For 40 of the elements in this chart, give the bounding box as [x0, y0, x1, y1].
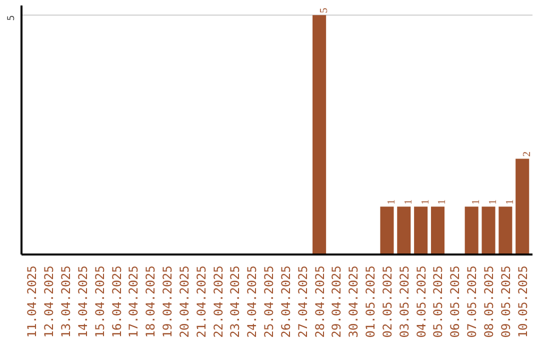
x-tick-label: 28.04.2025 — [312, 265, 327, 338]
x-tick-label: 15.04.2025 — [92, 265, 107, 338]
x-tick-label: 05.05.2025 — [431, 265, 446, 338]
x-tick-label: 20.04.2025 — [177, 265, 192, 338]
ref-line-label: 5 — [6, 15, 17, 21]
x-tick-label: 02.05.2025 — [380, 265, 394, 338]
data-label: 1 — [488, 199, 500, 205]
x-tick-label: 24.04.2025 — [245, 265, 260, 338]
x-tick-label: 18.04.2025 — [144, 265, 158, 338]
x-tick-label: 16.04.2025 — [110, 265, 124, 338]
x-tick-label: 06.05.2025 — [448, 265, 462, 338]
x-tick-label: 07.05.2025 — [465, 265, 480, 338]
x-tick-label: 27.04.2025 — [296, 265, 310, 338]
x-tick-label: 17.04.2025 — [126, 265, 141, 338]
x-tick-label: 08.05.2025 — [482, 265, 496, 338]
x-tick-label: 30.04.2025 — [346, 265, 361, 338]
data-label: 1 — [504, 199, 516, 205]
x-tick-label: 25.04.2025 — [262, 265, 276, 338]
data-label: 1 — [437, 199, 448, 205]
data-label: 5 — [318, 8, 330, 14]
x-tick-label: 13.04.2025 — [58, 265, 73, 338]
x-tick-label: 21.04.2025 — [194, 265, 208, 338]
x-tick-label: 23.04.2025 — [228, 265, 242, 338]
data-label: 1 — [386, 199, 398, 205]
x-tick-label: 22.04.2025 — [211, 265, 226, 338]
data-label: 1 — [403, 199, 414, 205]
x-tick-label: 29.04.2025 — [330, 265, 344, 338]
x-tick-label: 04.05.2025 — [414, 265, 428, 338]
x-tick-label: 12.04.2025 — [42, 265, 56, 338]
x-tick-label: 19.04.2025 — [160, 265, 175, 338]
x-tick-label: 11.04.2025 — [25, 265, 40, 338]
x-tick-label: 01.05.2025 — [364, 265, 378, 338]
x-tick-label: 09.05.2025 — [498, 265, 513, 338]
data-label: 2 — [522, 151, 533, 157]
x-tick-label: 10.05.2025 — [516, 265, 530, 338]
x-tick-label: 26.04.2025 — [278, 265, 293, 338]
data-label: 1 — [420, 199, 432, 205]
x-tick-label: 03.05.2025 — [397, 265, 412, 338]
data-label: 1 — [471, 199, 482, 205]
x-tick-label: 14.04.2025 — [76, 265, 90, 338]
